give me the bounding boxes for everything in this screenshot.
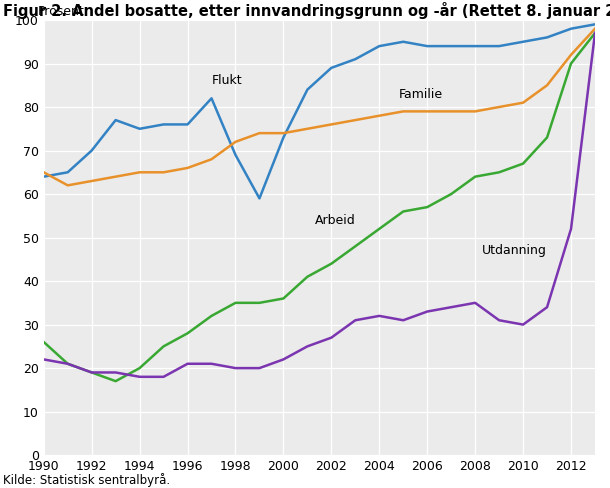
Text: Utdanning: Utdanning <box>483 244 547 257</box>
Text: Kilde: Statistisk sentralbyrå.: Kilde: Statistisk sentralbyrå. <box>3 473 170 487</box>
Text: Prosent: Prosent <box>38 4 84 18</box>
Text: Arbeid: Arbeid <box>315 214 355 227</box>
Text: Flukt: Flukt <box>212 75 242 87</box>
Text: Familie: Familie <box>398 87 443 101</box>
Text: Figur 2. Andel bosatte, etter innvandringsgrunn og -år (Rettet 8. januar 2015): Figur 2. Andel bosatte, etter innvandrin… <box>3 2 610 20</box>
